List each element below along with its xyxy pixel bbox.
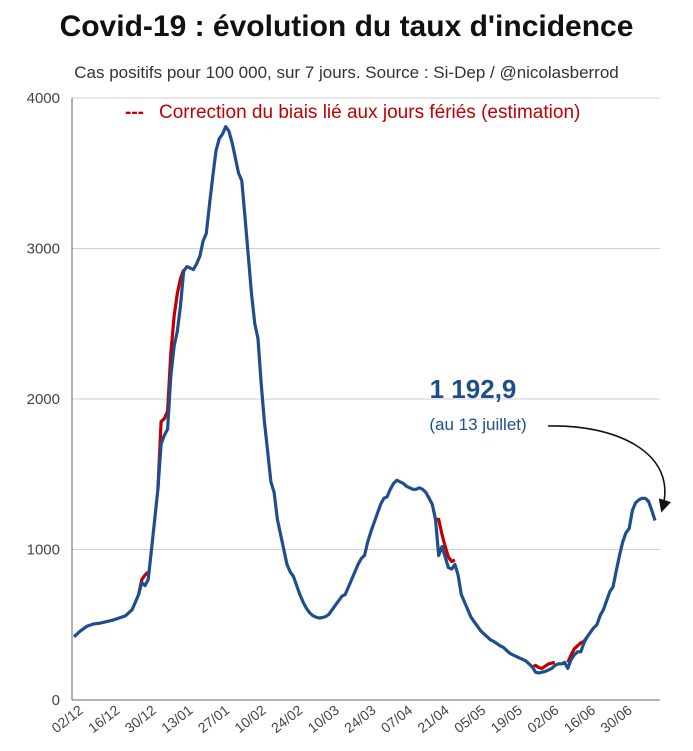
x-tick-label: 05/05 — [451, 702, 489, 736]
legend: --- Correction du biais lié aux jours fé… — [125, 102, 580, 123]
x-tick-label: 10/02 — [231, 702, 269, 736]
legend-label: Correction du biais lié aux jours fériés… — [159, 102, 580, 123]
y-tick-label: 0 — [52, 692, 60, 709]
x-tick-label: 07/04 — [378, 702, 416, 736]
annotation-value: 1 192,9 — [430, 374, 517, 404]
annotation: 1 192,9 (au 13 juillet) — [429, 374, 672, 513]
x-tick-label: 19/05 — [488, 702, 526, 736]
series-line-correction — [156, 269, 186, 490]
x-tick-label: 16/12 — [85, 702, 123, 736]
x-tick-label: 30/06 — [597, 702, 635, 736]
x-tick-label: 21/04 — [414, 702, 452, 736]
y-tick-label: 1000 — [27, 542, 60, 559]
x-tick-label: 10/03 — [305, 702, 343, 736]
y-tick-label: 2000 — [27, 391, 60, 408]
annotation-date: (au 13 juillet) — [429, 415, 526, 434]
y-tick-label: 3000 — [27, 241, 60, 258]
x-tick-label: 24/02 — [268, 702, 306, 736]
x-tick-label: 27/01 — [195, 702, 233, 736]
legend-marker: --- — [125, 102, 144, 123]
x-tick-label: 13/01 — [158, 702, 196, 736]
y-tick-label: 4000 — [27, 90, 60, 107]
annotation-arrow — [547, 425, 672, 513]
x-tick-label: 16/06 — [561, 702, 599, 736]
series-line-incidence — [72, 125, 657, 675]
series-line-correction — [531, 660, 556, 670]
x-tick-label: 30/12 — [122, 702, 160, 736]
x-tick-label: 24/03 — [341, 702, 379, 736]
series-line-correction — [435, 517, 456, 564]
chart-subtitle: Cas positifs pour 100 000, sur 7 jours. … — [74, 63, 619, 82]
x-tick-label: 02/06 — [524, 702, 562, 736]
chart-title: Covid-19 : évolution du taux d'incidence — [59, 10, 634, 43]
